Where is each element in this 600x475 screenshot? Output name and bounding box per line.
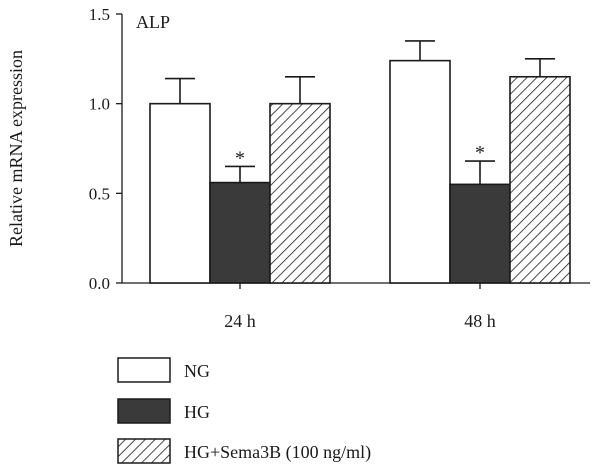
y-tick-label: 1.5 <box>89 5 110 24</box>
significance-marker: * <box>475 142 485 164</box>
significance-marker: * <box>235 147 245 169</box>
bar-2-1 <box>209 181 271 284</box>
legend-swatch-3 <box>117 438 171 464</box>
bar-2-2 <box>449 183 511 284</box>
legend-label-3: HG+Sema3B (100 ng/ml) <box>184 442 371 463</box>
bar-1-2 <box>389 59 451 284</box>
legend-label-2: HG <box>184 402 210 422</box>
bar-1-1 <box>149 102 211 284</box>
bar-3-1 <box>269 102 331 284</box>
chart-title: ALP <box>136 12 170 32</box>
y-axis-label: Relative mRNA expression <box>6 50 26 247</box>
x-category-label: 24 h <box>224 311 256 331</box>
legend-swatch-1 <box>117 357 171 383</box>
legend-label-1: NG <box>184 361 210 381</box>
x-category-label: 48 h <box>464 311 496 331</box>
legend-swatch-2 <box>117 398 171 424</box>
y-tick-label: 0.5 <box>89 184 110 203</box>
y-tick-label: 1.0 <box>89 95 110 114</box>
y-tick-label: 0.0 <box>89 274 110 293</box>
bar-3-2 <box>509 75 571 284</box>
